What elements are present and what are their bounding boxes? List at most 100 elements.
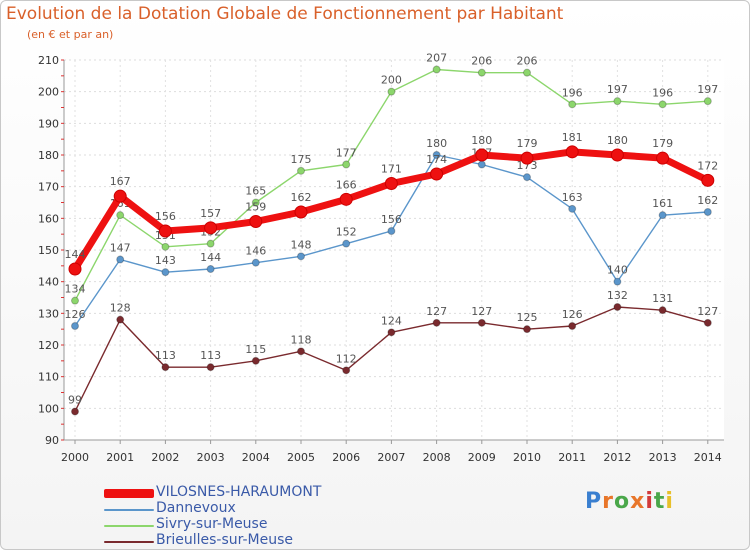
y-tick-label: 90 (45, 434, 59, 447)
x-tick-label: 2010 (513, 451, 541, 464)
data-point (658, 306, 667, 315)
data-point (656, 151, 670, 165)
data-label: 167 (110, 175, 131, 188)
x-tick-label: 2000 (61, 451, 89, 464)
data-point (387, 227, 396, 235)
data-label: 206 (517, 55, 538, 68)
x-tick-label: 2008 (423, 451, 451, 464)
x-tick-label: 2013 (649, 451, 677, 464)
data-label: 197 (607, 83, 628, 96)
data-label: 99 (68, 394, 82, 407)
data-label: 143 (155, 254, 176, 267)
data-label: 127 (697, 305, 718, 318)
data-point (523, 173, 531, 182)
y-tick-label: 190 (38, 117, 59, 130)
data-label: 126 (562, 308, 583, 321)
data-point (523, 68, 531, 77)
data-point (703, 318, 712, 327)
data-label: 115 (245, 343, 266, 356)
data-point (432, 151, 441, 159)
data-point (477, 68, 486, 77)
data-point (249, 215, 263, 228)
data-label: 131 (652, 292, 673, 305)
data-label: 174 (426, 153, 447, 166)
data-label: 128 (110, 302, 131, 315)
data-label: 152 (336, 226, 357, 239)
legend-label: Brieulles-sur-Meuse (156, 532, 294, 548)
chart-subtitle: (en € et par an) (27, 28, 114, 41)
data-point (297, 252, 305, 261)
data-point (71, 322, 79, 330)
data-label: 146 (245, 245, 266, 258)
data-point (430, 167, 444, 181)
data-point (342, 160, 351, 169)
data-point (565, 145, 579, 159)
line-chart: 90 100 110 120 130 140 150 160 170 180 190 200 210 20… (38, 52, 724, 464)
data-label: 127 (426, 305, 447, 318)
y-tick-label: 160 (38, 212, 59, 225)
data-point (342, 239, 351, 248)
data-label: 156 (381, 213, 402, 226)
data-point (477, 160, 486, 169)
data-label: 200 (381, 74, 402, 87)
data-point (568, 100, 577, 109)
data-label: 180 (607, 134, 628, 147)
data-label: 171 (381, 163, 402, 176)
data-label: 196 (562, 86, 583, 99)
data-label: 179 (517, 137, 538, 150)
data-label: 196 (652, 86, 673, 99)
data-point (251, 198, 260, 207)
legend-swatch (104, 541, 154, 543)
x-tick-label: 2012 (603, 451, 631, 464)
data-label: 173 (517, 159, 538, 172)
data-point (294, 205, 308, 219)
x-tick-label: 2014 (694, 451, 722, 464)
data-point (206, 239, 215, 248)
data-label: 127 (471, 305, 492, 318)
legend-swatch (104, 489, 154, 498)
data-point (384, 177, 398, 190)
data-label: 181 (562, 131, 583, 144)
data-point (113, 189, 127, 203)
data-label: 177 (336, 147, 357, 160)
data-point (520, 151, 534, 165)
y-tick-label: 140 (38, 276, 59, 289)
x-tick-label: 2004 (242, 451, 270, 464)
legend-label: Sivry-sur-Meuse (156, 516, 268, 532)
legend-swatch (104, 509, 154, 511)
data-point (297, 166, 305, 175)
y-tick-label: 200 (38, 86, 59, 99)
data-point (658, 100, 667, 109)
data-point (568, 322, 577, 330)
data-label: 148 (291, 238, 312, 251)
data-point (658, 211, 667, 220)
data-point (251, 258, 260, 267)
data-point (568, 204, 577, 213)
x-tick-label: 2002 (151, 451, 179, 464)
legend-label: VILOSNES-HARAUMONT (156, 484, 322, 500)
data-point (158, 224, 172, 238)
data-label: 197 (697, 83, 718, 96)
data-point (161, 363, 170, 372)
data-label: 112 (336, 352, 357, 365)
data-label: 118 (291, 333, 312, 346)
data-label: 207 (426, 52, 447, 65)
data-point (71, 407, 79, 416)
proxiti-logo: Proxiti (585, 489, 674, 514)
data-point (297, 347, 305, 356)
data-label: 165 (245, 185, 266, 198)
y-tick-label: 130 (38, 307, 59, 320)
data-label: 179 (652, 137, 673, 150)
data-label: 161 (652, 197, 673, 210)
x-tick-label: 2003 (197, 451, 225, 464)
data-label: 163 (562, 191, 583, 204)
data-point (116, 211, 125, 220)
data-label: 134 (65, 283, 86, 296)
data-point (703, 97, 712, 106)
data-label: 124 (381, 314, 402, 327)
data-point (68, 262, 82, 276)
data-label: 132 (607, 289, 628, 302)
data-point (161, 242, 170, 251)
data-point (71, 296, 79, 305)
y-tick-label: 210 (38, 54, 59, 67)
